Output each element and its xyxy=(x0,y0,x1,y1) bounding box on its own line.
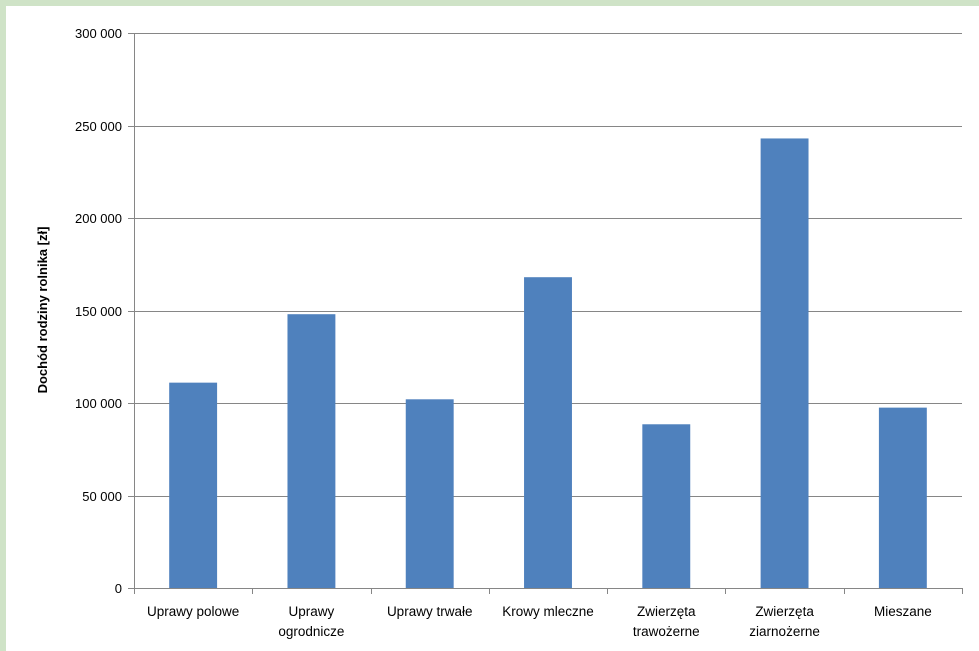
bar xyxy=(760,138,809,588)
bars xyxy=(169,138,927,588)
bar xyxy=(405,399,454,588)
y-tick-label: 250 000 xyxy=(75,119,122,134)
axes xyxy=(128,33,963,594)
bar xyxy=(287,314,336,588)
x-category-label: Mieszane xyxy=(874,604,932,619)
y-tick-label: 300 000 xyxy=(75,26,122,41)
x-category-label: Uprawy trwałe xyxy=(387,604,473,619)
y-tick-label: 100 000 xyxy=(75,396,122,411)
y-axis-title: Dochód rodziny rolnika [zł] xyxy=(35,227,50,394)
y-tick-label: 0 xyxy=(115,581,122,596)
x-category-label: ogrodnicze xyxy=(278,624,344,639)
bar xyxy=(169,382,218,588)
x-category-label: Uprawy polowe xyxy=(147,604,239,619)
y-tick-label: 150 000 xyxy=(75,304,122,319)
y-tick-label: 50 000 xyxy=(82,489,122,504)
y-tick-label: 200 000 xyxy=(75,211,122,226)
labels: 0 50 000 100 000 150 000 200 000 250 000 300 0… xyxy=(35,26,932,639)
x-category-label: trawożerne xyxy=(633,624,700,639)
x-category-label: Zwierzęta xyxy=(637,604,696,619)
bar xyxy=(524,277,572,588)
bar xyxy=(642,424,691,588)
bar xyxy=(878,407,927,588)
x-category-label: Zwierzęta xyxy=(755,604,814,619)
x-category-label: Krowy mleczne xyxy=(502,604,594,619)
x-category-label: ziarnożerne xyxy=(749,624,820,639)
x-category-label: Uprawy xyxy=(289,604,335,619)
